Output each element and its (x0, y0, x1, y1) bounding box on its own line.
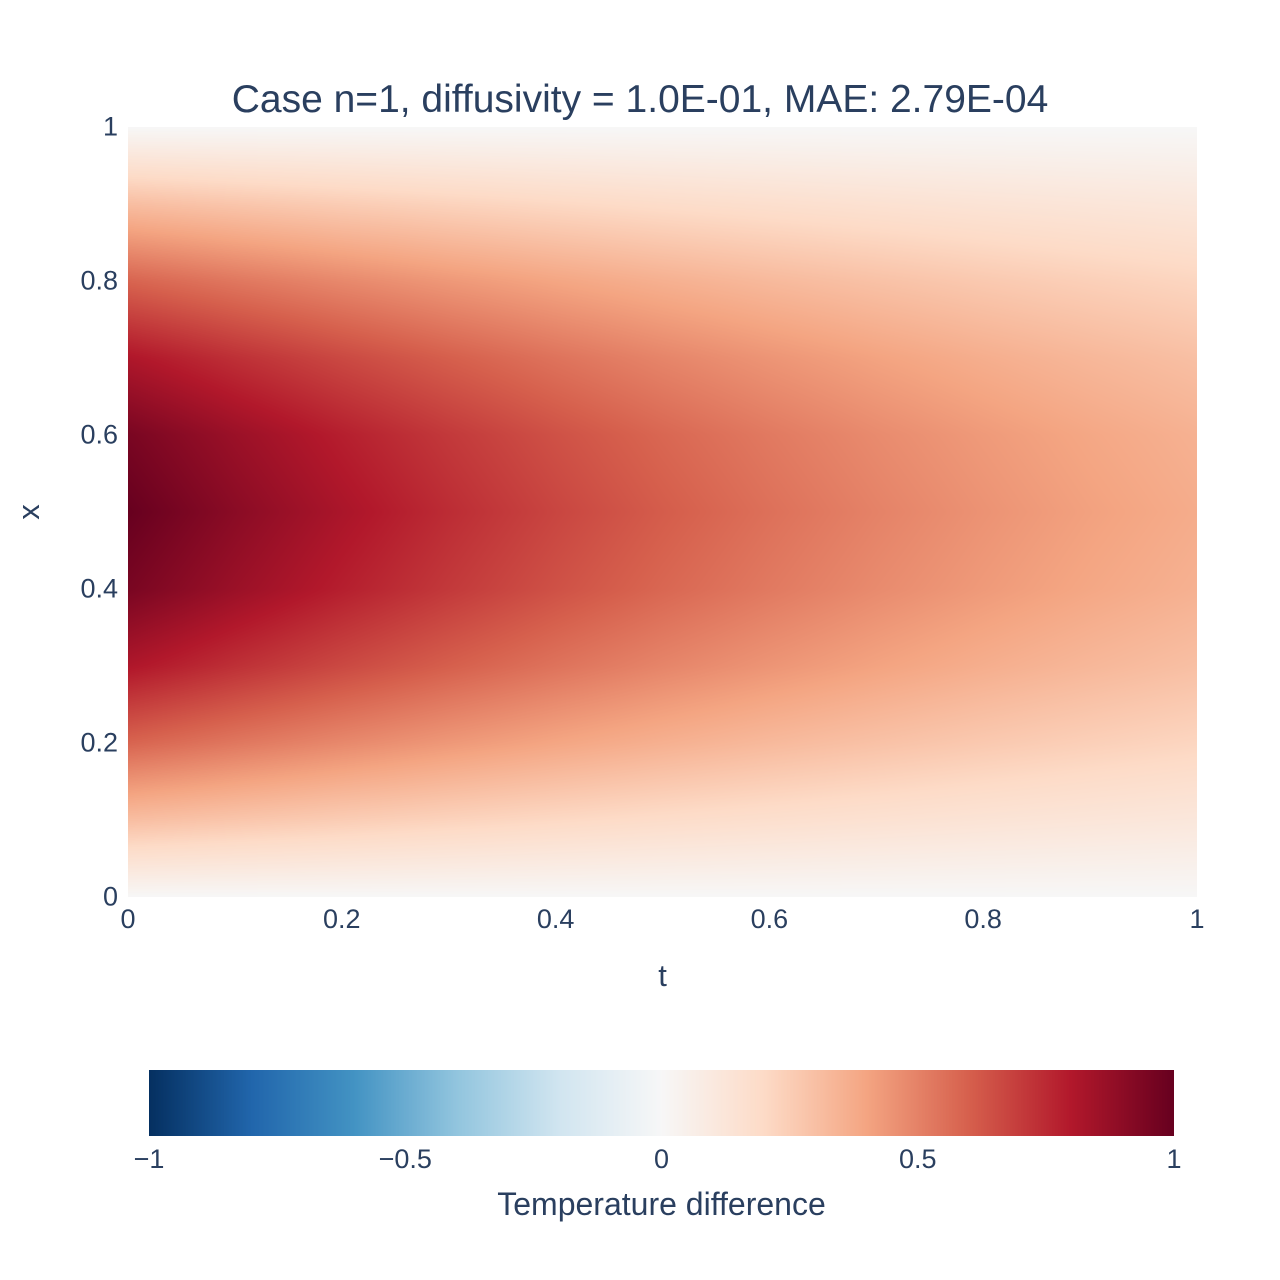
colorbar (149, 1070, 1174, 1136)
y-tick-label: 0.4 (80, 573, 118, 604)
colorbar-tick-label: −1 (133, 1144, 165, 1174)
colorbar-title: Temperature difference (497, 1186, 826, 1222)
x-axis-ticks: 0 0.2 0.4 0.6 0.8 1 (120, 904, 1204, 936)
colorbar-ticks: −1 −0.5 0 0.5 1 (134, 1144, 1182, 1176)
y-tick-label: 0.8 (80, 265, 118, 296)
y-tick-label: 1 (102, 111, 118, 142)
colorbar-tick-label: −0.5 (378, 1144, 432, 1174)
y-tick-label: 0.2 (80, 727, 118, 758)
chart-title: Case n=1, diffusivity = 1.0E-01, MAE: 2.… (231, 78, 1049, 121)
colorbar-tick-label: 0 (653, 1144, 670, 1174)
x-tick-label: 0 (120, 904, 136, 934)
colorbar-tick-label: 1 (1166, 1144, 1182, 1174)
colorbar-tick-label: 0.5 (898, 1144, 937, 1174)
heatmap[interactable] (128, 127, 1197, 897)
y-tick-label: 0 (102, 881, 118, 912)
y-tick-label: 0.6 (80, 419, 118, 450)
x-axis-title: t (658, 958, 667, 993)
x-tick-label: 0.2 (323, 904, 361, 934)
y-axis-ticks: 0 0.2 0.4 0.6 0.8 1 (0, 112, 118, 912)
y-axis-title: x (11, 504, 46, 520)
x-tick-label: 0.6 (750, 904, 789, 934)
colorbar-gradient (149, 1070, 1174, 1136)
x-tick-label: 0.8 (964, 904, 1002, 934)
x-tick-label: 1 (1189, 904, 1205, 934)
plot-area (128, 127, 1197, 897)
x-tick-label: 0.4 (536, 904, 575, 934)
